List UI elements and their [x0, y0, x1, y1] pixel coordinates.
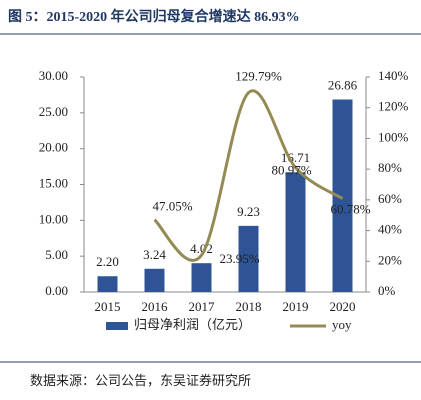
x-tick-label: 2020 — [330, 299, 356, 314]
line-value-label: 60.78% — [330, 202, 370, 217]
bar-value-label: 2.20 — [96, 254, 119, 269]
legend-swatch — [106, 322, 128, 330]
y-tick-label: 25.00 — [39, 104, 68, 119]
line-value-label: 129.79% — [235, 69, 282, 84]
y-tick-label: 0.00 — [45, 283, 68, 298]
line — [153, 89, 344, 262]
y2-tick-label: 100% — [378, 129, 409, 144]
x-tick-label: 2019 — [283, 299, 309, 314]
y-tick-label: 20.00 — [39, 140, 68, 155]
x-tick-label: 2015 — [95, 299, 121, 314]
x-tick-label: 2016 — [142, 299, 169, 314]
y2-tick-label: 20% — [378, 252, 402, 267]
legend-label: 归母净利润（亿元） — [134, 317, 251, 332]
bar-value-label: 26.86 — [328, 77, 358, 92]
bar-value-label: 3.24 — [143, 247, 166, 262]
line-value-label: 47.05% — [152, 199, 192, 214]
source: 数据来源：公司公告，东吴证券研究所 — [30, 373, 251, 388]
y2-tick-label: 80% — [378, 160, 402, 175]
line-value-label: 80.97% — [271, 163, 311, 178]
x-tick-label: 2017 — [189, 299, 216, 314]
y2-tick-label: 120% — [378, 99, 409, 114]
bar — [238, 225, 259, 292]
y2-tick-label: 60% — [378, 191, 402, 206]
bar — [332, 99, 353, 293]
y-tick-label: 15.00 — [39, 175, 68, 190]
y2-tick-label: 0% — [378, 283, 396, 298]
x-tick-label: 2018 — [236, 299, 262, 314]
y-tick-label: 30.00 — [39, 68, 68, 83]
y-tick-label: 10.00 — [39, 211, 68, 226]
line-value-label: 23.95% — [219, 251, 259, 266]
bar — [144, 268, 165, 292]
y2-tick-label: 140% — [378, 68, 409, 83]
legend-label: yoy — [332, 317, 352, 332]
y-tick-label: 5.00 — [45, 247, 68, 262]
bar — [191, 263, 212, 292]
bar — [285, 172, 306, 292]
bar — [97, 276, 118, 292]
bar-value-label: 9.23 — [237, 204, 260, 219]
y2-tick-label: 40% — [378, 222, 402, 237]
chart-title: 图 5：2015-2020 年公司归母复合增速达 86.93% — [8, 8, 300, 25]
